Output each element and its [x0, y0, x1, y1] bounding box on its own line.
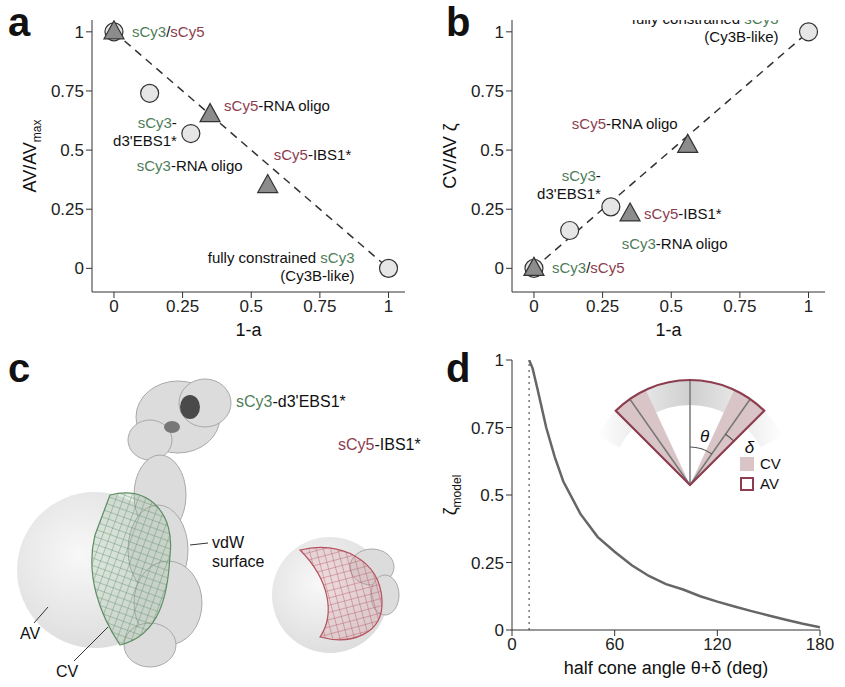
- svg-text:0: 0: [75, 259, 84, 278]
- svg-text:sCy5-IBS1*: sCy5-IBS1*: [338, 436, 421, 453]
- svg-text:0.25: 0.25: [586, 297, 619, 316]
- svg-text:ζmodel: ζmodel: [440, 475, 464, 516]
- svg-text:CV/AV ζ: CV/AV ζ: [440, 123, 460, 189]
- svg-text:b: b: [446, 0, 470, 44]
- svg-text:c: c: [8, 346, 30, 390]
- svg-text:θ: θ: [700, 427, 710, 446]
- svg-text:AV: AV: [20, 625, 40, 642]
- svg-text:0.75: 0.75: [303, 297, 336, 316]
- svg-text:d3'EBS1*: d3'EBS1*: [113, 132, 177, 149]
- svg-text:fully constrained sCy3: fully constrained sCy3: [208, 249, 355, 266]
- svg-text:0: 0: [529, 297, 538, 316]
- svg-text:0.5: 0.5: [60, 141, 84, 160]
- svg-text:0.5: 0.5: [480, 141, 504, 160]
- svg-text:sCy3-: sCy3-: [562, 167, 601, 184]
- svg-text:1: 1: [804, 297, 813, 316]
- svg-text:0: 0: [495, 259, 504, 278]
- svg-text:1-a: 1-a: [655, 320, 682, 340]
- svg-text:120: 120: [703, 635, 731, 654]
- svg-text:AV/AVmax: AV/AVmax: [20, 119, 44, 192]
- svg-text:sCy3-RNA oligo: sCy3-RNA oligo: [137, 157, 243, 174]
- svg-text:0: 0: [109, 297, 118, 316]
- svg-text:sCy3-RNA oligo: sCy3-RNA oligo: [622, 235, 728, 252]
- svg-text:(Cy3B-like): (Cy3B-like): [280, 267, 354, 284]
- svg-text:0.5: 0.5: [659, 297, 683, 316]
- svg-text:1: 1: [495, 23, 504, 42]
- svg-text:0.75: 0.75: [51, 82, 84, 101]
- svg-text:δ: δ: [745, 438, 755, 457]
- svg-text:1-a: 1-a: [235, 320, 262, 340]
- svg-text:fully constrained sCy3: fully constrained sCy3: [632, 20, 779, 27]
- svg-text:1: 1: [495, 351, 504, 370]
- svg-text:d3'EBS1*: d3'EBS1*: [537, 185, 601, 202]
- svg-text:sCy3-: sCy3-: [138, 114, 177, 131]
- svg-text:60: 60: [605, 635, 624, 654]
- svg-text:CV: CV: [56, 663, 79, 680]
- svg-text:half cone angle θ+δ (deg): half cone angle θ+δ (deg): [564, 658, 769, 678]
- svg-text:0.5: 0.5: [239, 297, 263, 316]
- svg-text:1: 1: [75, 23, 84, 42]
- svg-text:0.5: 0.5: [480, 486, 504, 505]
- svg-text:0.75: 0.75: [723, 297, 756, 316]
- svg-text:CV: CV: [760, 455, 781, 472]
- svg-text:0: 0: [507, 635, 516, 654]
- svg-text:vdW: vdW: [212, 534, 245, 551]
- svg-text:0.75: 0.75: [471, 419, 504, 438]
- svg-text:(Cy3B-like): (Cy3B-like): [704, 28, 778, 45]
- svg-text:0: 0: [495, 621, 504, 640]
- svg-text:sCy3/sCy5: sCy3/sCy5: [552, 259, 625, 276]
- svg-text:sCy3/sCy5: sCy3/sCy5: [132, 23, 205, 40]
- svg-text:180: 180: [806, 635, 834, 654]
- svg-text:surface: surface: [212, 553, 265, 570]
- svg-text:sCy5-IBS1*: sCy5-IBS1*: [644, 205, 722, 222]
- svg-text:d: d: [446, 346, 470, 390]
- svg-text:0.25: 0.25: [471, 200, 504, 219]
- svg-text:sCy5-RNA oligo: sCy5-RNA oligo: [572, 115, 678, 132]
- svg-text:1: 1: [384, 297, 393, 316]
- svg-text:sCy5-IBS1*: sCy5-IBS1*: [274, 146, 352, 163]
- svg-text:0.25: 0.25: [51, 200, 84, 219]
- svg-text:0.75: 0.75: [471, 82, 504, 101]
- svg-text:sCy3-d3'EBS1*: sCy3-d3'EBS1*: [236, 393, 346, 410]
- svg-text:a: a: [8, 0, 31, 44]
- svg-text:0.25: 0.25: [166, 297, 199, 316]
- svg-text:0.25: 0.25: [471, 554, 504, 573]
- svg-text:AV: AV: [760, 475, 779, 492]
- svg-text:sCy5-RNA oligo: sCy5-RNA oligo: [224, 97, 330, 114]
